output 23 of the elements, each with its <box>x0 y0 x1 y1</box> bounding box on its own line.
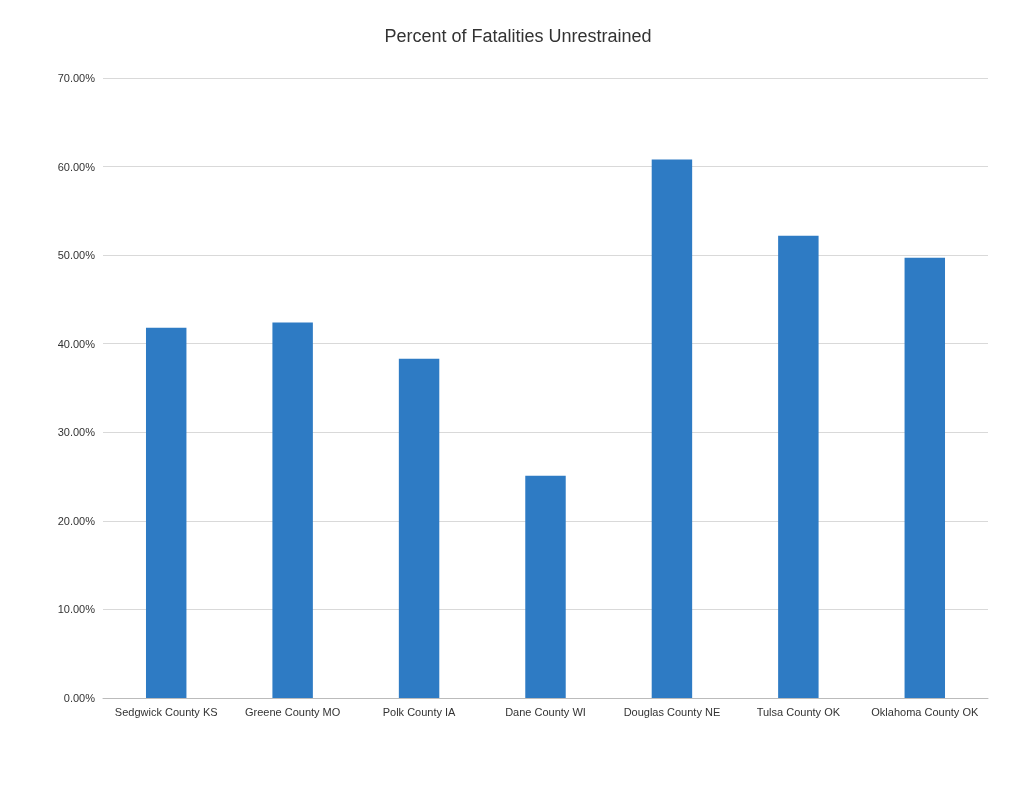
y-tick-label: 60.00% <box>57 160 96 173</box>
bar <box>778 235 819 698</box>
y-tick-label: 40.00% <box>57 337 96 350</box>
x-tick-label: Polk County IA <box>382 705 457 718</box>
x-tick-label: Sedgwick County KS <box>114 705 218 718</box>
x-tick-label: Greene County MO <box>244 705 341 718</box>
y-tick-label: 20.00% <box>57 514 96 527</box>
x-tick-label: Oklahoma County OK <box>871 705 979 718</box>
bar <box>651 159 693 698</box>
y-tick-label: 30.00% <box>57 426 96 439</box>
bar <box>398 358 440 698</box>
bar <box>525 475 566 698</box>
y-tick-label: 0.00% <box>63 692 96 704</box>
x-tick-label: Tulsa County OK <box>756 705 841 718</box>
y-tick-label: 10.00% <box>57 603 96 616</box>
bar <box>904 257 946 698</box>
x-tick-label: Dane County WI <box>505 705 586 718</box>
bar <box>145 327 187 698</box>
x-tick-label: Douglas County NE <box>623 705 721 718</box>
chart-title: Percent of Fatalities Unrestrained <box>384 26 652 46</box>
y-tick-label: 70.00% <box>57 72 96 84</box>
bar <box>272 322 313 698</box>
y-tick-label: 50.00% <box>57 249 96 262</box>
